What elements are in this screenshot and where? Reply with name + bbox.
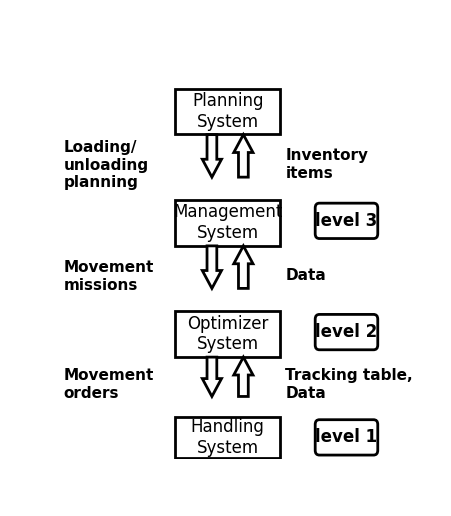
FancyBboxPatch shape — [315, 420, 378, 455]
Text: level 3: level 3 — [315, 212, 377, 230]
Text: level 1: level 1 — [315, 428, 377, 446]
Text: Movement
missions: Movement missions — [63, 260, 154, 293]
FancyBboxPatch shape — [315, 203, 378, 238]
FancyBboxPatch shape — [175, 311, 280, 357]
FancyBboxPatch shape — [175, 89, 280, 135]
FancyBboxPatch shape — [315, 314, 378, 350]
Text: Loading/
unloading
planning: Loading/ unloading planning — [63, 140, 148, 190]
Text: Management
System: Management System — [173, 203, 282, 242]
Text: Handling
System: Handling System — [191, 418, 265, 457]
FancyArrow shape — [202, 357, 221, 396]
FancyBboxPatch shape — [175, 200, 280, 246]
FancyBboxPatch shape — [175, 416, 280, 458]
Text: Tracking table,
Data: Tracking table, Data — [285, 368, 413, 401]
FancyArrow shape — [202, 135, 221, 177]
FancyArrow shape — [234, 357, 253, 396]
FancyArrow shape — [202, 246, 221, 288]
Text: Planning
System: Planning System — [192, 92, 263, 131]
Text: Data: Data — [285, 268, 326, 283]
Text: Movement
orders: Movement orders — [63, 368, 154, 401]
Text: Inventory
items: Inventory items — [285, 148, 368, 181]
Text: level 2: level 2 — [315, 323, 377, 341]
FancyArrow shape — [234, 135, 253, 177]
FancyArrow shape — [234, 246, 253, 288]
Text: Optimizer
System: Optimizer System — [187, 315, 268, 353]
